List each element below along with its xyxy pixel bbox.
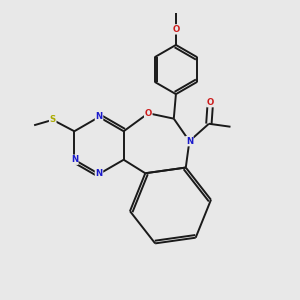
Text: N: N xyxy=(186,137,193,146)
Text: S: S xyxy=(50,115,56,124)
Text: O: O xyxy=(207,98,214,106)
Text: O: O xyxy=(172,25,180,34)
Text: O: O xyxy=(145,109,152,118)
Text: N: N xyxy=(95,112,103,122)
Text: N: N xyxy=(71,155,78,164)
Text: N: N xyxy=(95,169,103,178)
